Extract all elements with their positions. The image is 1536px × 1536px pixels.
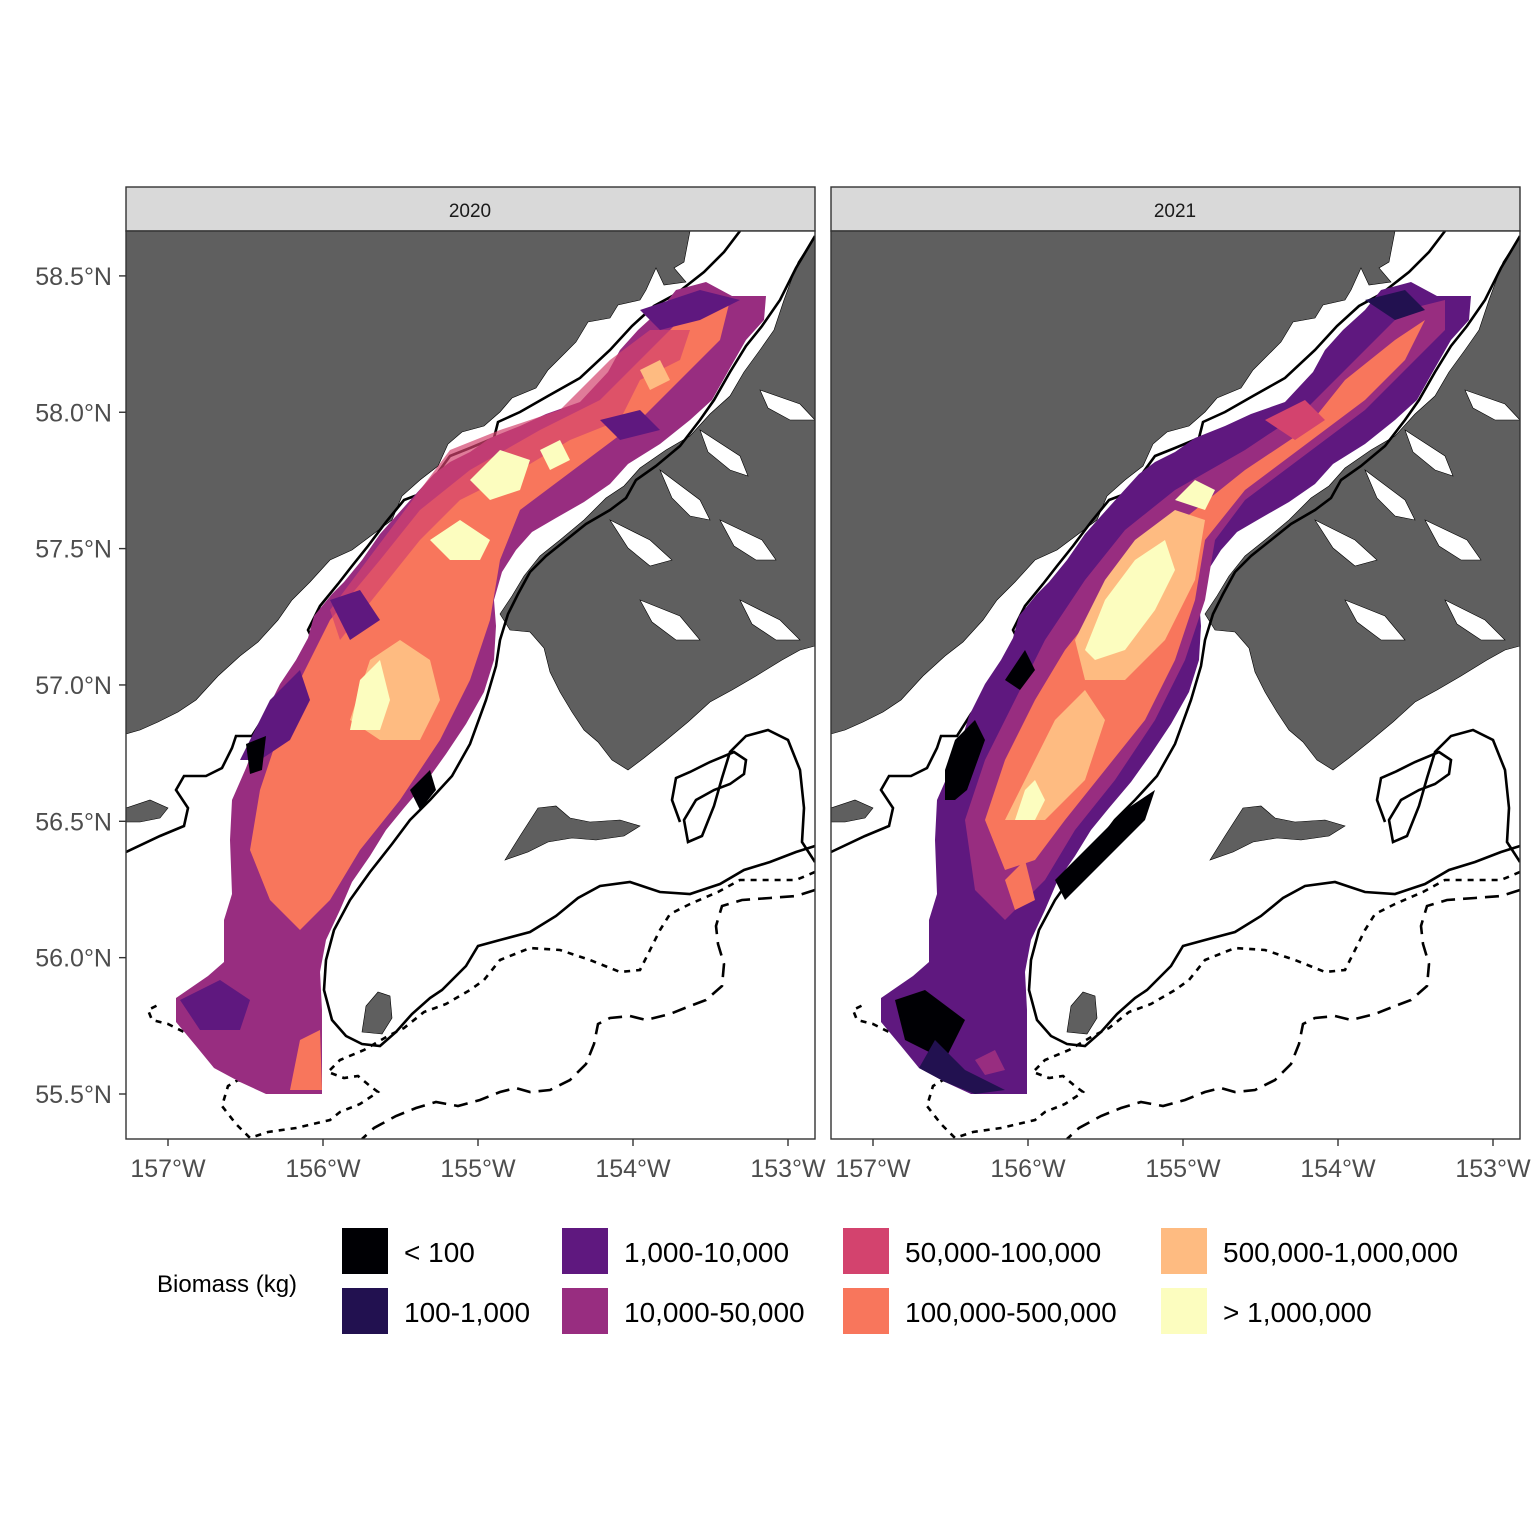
x-axis-2021: 157°W 156°W 155°W 154°W 153°W	[835, 1139, 1531, 1183]
y-tick-label: 58.5°N	[35, 263, 112, 291]
x-tick-label: 153°W	[1455, 1155, 1531, 1183]
y-tick-label: 57.0°N	[35, 672, 112, 700]
legend-label: 1,000-10,000	[624, 1237, 789, 1268]
legend-label: 100-1,000	[404, 1297, 530, 1328]
legend-swatch	[342, 1288, 388, 1334]
y-tick-label: 56.0°N	[35, 945, 112, 973]
x-tick-label: 154°W	[1300, 1155, 1376, 1183]
x-tick-label: 157°W	[130, 1155, 206, 1183]
legend-swatch	[562, 1288, 608, 1334]
legend-title: Biomass (kg)	[157, 1271, 297, 1298]
legend-swatch	[562, 1228, 608, 1274]
x-tick-label: 156°W	[285, 1155, 361, 1183]
x-axis-2020: 157°W 156°W 155°W 154°W 153°W	[130, 1139, 826, 1183]
x-tick-label: 155°W	[440, 1155, 516, 1183]
legend-item: 10,000-50,000	[562, 1288, 805, 1334]
panel-label-2020: 2020	[449, 201, 491, 222]
panel-strip-2021	[830, 186, 1521, 232]
x-tick-label: 155°W	[1145, 1155, 1221, 1183]
legend-item: 500,000-1,000,000	[1161, 1228, 1458, 1274]
legend-swatch	[843, 1228, 889, 1274]
panel-label-2021: 2021	[1154, 201, 1196, 222]
legend-item: 100,000-500,000	[843, 1288, 1117, 1334]
y-tick-label: 58.0°N	[35, 399, 112, 427]
legend-item: < 100	[342, 1228, 475, 1274]
legend-swatch	[1161, 1228, 1207, 1274]
y-tick-label: 55.5°N	[35, 1081, 112, 1109]
biomass-surface-2021	[881, 282, 1471, 1094]
legend-label: 10,000-50,000	[624, 1297, 805, 1328]
legend-swatch	[1161, 1288, 1207, 1334]
legend-label: 50,000-100,000	[905, 1237, 1101, 1268]
legend-swatch	[342, 1228, 388, 1274]
y-tick-label: 57.5°N	[35, 536, 112, 564]
biomass-surface-2020	[176, 282, 766, 1094]
legend: Biomass (kg) < 100 100-1,000 1,000-10,000 1…	[157, 1228, 1458, 1334]
legend-item: 50,000-100,000	[843, 1228, 1101, 1274]
legend-swatch	[843, 1288, 889, 1334]
legend-item: > 1,000,000	[1161, 1288, 1372, 1334]
panel-2020: 2020	[125, 186, 816, 1140]
panel-2021: 2021	[830, 186, 1521, 1140]
legend-item: 1,000-10,000	[562, 1228, 789, 1274]
x-tick-label: 157°W	[835, 1155, 911, 1183]
x-tick-label: 156°W	[990, 1155, 1066, 1183]
legend-label: < 100	[404, 1237, 475, 1268]
x-tick-label: 153°W	[750, 1155, 826, 1183]
panel-border-2021	[830, 230, 1521, 1140]
legend-label: > 1,000,000	[1223, 1297, 1372, 1328]
legend-label: 500,000-1,000,000	[1223, 1237, 1458, 1268]
x-tick-label: 154°W	[595, 1155, 671, 1183]
panel-strip-2020	[125, 186, 816, 232]
legend-label: 100,000-500,000	[905, 1297, 1117, 1328]
legend-item: 100-1,000	[342, 1288, 530, 1334]
y-tick-label: 56.5°N	[35, 808, 112, 836]
y-axis: 58.5°N 58.0°N 57.5°N 57.0°N 56.5°N 56.0°N 55.5…	[35, 263, 126, 1109]
